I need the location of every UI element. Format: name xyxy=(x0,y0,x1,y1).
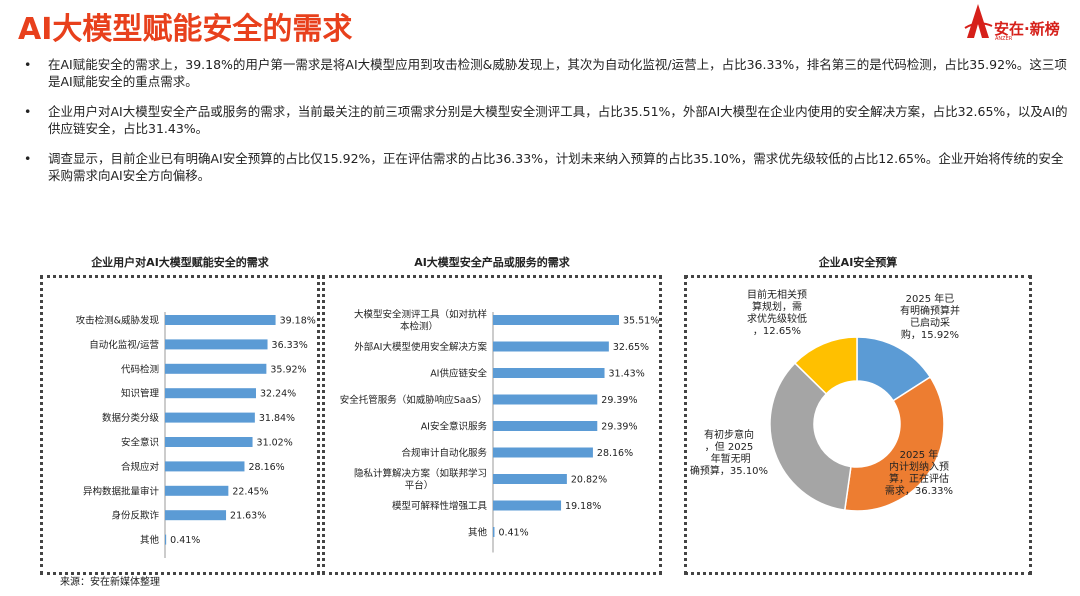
chart3-title: 企业AI安全预算 xyxy=(818,256,898,269)
data-label: 32.65% xyxy=(613,342,649,353)
category-label: 外部AI大模型使用安全解决方案 xyxy=(354,341,487,353)
chart2-svg: 大模型安全测评工具（如对抗样本检测） 35.51% 外部AI大模型使用安全解决方案 3… xyxy=(340,309,659,553)
bullet-item: • 企业用户对AI大模型安全产品或服务的需求，当前最关注的前三项需求分别是大模型… xyxy=(24,103,1070,137)
category-label: 自动化监视/运营 xyxy=(89,339,159,351)
data-label: 35.51% xyxy=(623,316,659,327)
bar xyxy=(165,388,256,399)
category-label: 其他 xyxy=(468,527,488,539)
bullet-text: 在AI赋能安全的需求上，39.18%的用户第一需求是将AI大模型应用到攻击检测&… xyxy=(48,57,1067,89)
bar xyxy=(165,437,253,447)
data-label: 36.33% xyxy=(272,340,308,351)
data-label: 0.41% xyxy=(498,528,528,539)
pie-slice xyxy=(843,375,945,512)
chart3-panel: 2025 年已有明确预算并已启动采购，15.92% 2025 年内计划纳入预算，正… xyxy=(684,275,1032,575)
bar xyxy=(493,341,609,352)
data-label: 31.02% xyxy=(257,438,293,449)
chart2-panel: 大模型安全测评工具（如对抗样本检测） 35.51% 外部AI大模型使用安全解决方案 3… xyxy=(322,275,662,575)
data-label: 19.18% xyxy=(565,501,601,512)
bar xyxy=(165,412,255,423)
data-label: 29.39% xyxy=(601,422,637,433)
source-note: 来源：安在新媒体整理 xyxy=(60,577,160,588)
data-label: 22.45% xyxy=(232,486,268,497)
data-label: 35.92% xyxy=(270,364,306,375)
category-label: 知识管理 xyxy=(121,388,160,400)
bar xyxy=(493,500,562,511)
slice-label: 2025 年已有明确预算并已启动采购，15.92% xyxy=(900,292,960,341)
slice-label: 目前无相关预算规划，需求优先级较低，12.65% xyxy=(747,288,807,337)
chart2-title: AI大模型安全产品或服务的需求 xyxy=(414,256,570,269)
category-label: 隐私计算解决方案（如联邦学习平台） xyxy=(354,468,487,492)
data-label: 0.41% xyxy=(170,535,200,546)
category-label: 安全托管服务（如威胁响应SaaS） xyxy=(340,394,487,406)
bar xyxy=(165,485,229,496)
bar xyxy=(493,474,567,484)
bar xyxy=(165,363,267,374)
category-label: 攻击检测&威胁发现 xyxy=(76,315,160,327)
category-label: 异构数据批量审计 xyxy=(83,485,160,497)
bullet-text: 企业用户对AI大模型安全产品或服务的需求，当前最关注的前三项需求分别是大模型安全… xyxy=(48,104,1068,136)
category-label: 合规审计自动化服务 xyxy=(401,447,487,459)
category-label: AI安全意识服务 xyxy=(421,421,488,433)
category-label: 其他 xyxy=(140,534,160,546)
bullet-item: • 调查显示，目前企业已有明确AI安全预算的占比仅15.92%，正在评估需求的占… xyxy=(24,150,1070,184)
data-label: 28.16% xyxy=(248,462,284,473)
data-label: 28.16% xyxy=(597,448,633,459)
pie-slice xyxy=(769,362,852,511)
data-label: 32.24% xyxy=(260,389,296,400)
bar xyxy=(165,315,276,325)
pie-slice xyxy=(793,336,858,395)
category-label: 合规应对 xyxy=(121,461,160,473)
category-label: 数据分类分级 xyxy=(102,412,160,424)
bar xyxy=(165,339,268,350)
category-label: AI供应链安全 xyxy=(430,368,487,380)
data-label: 29.39% xyxy=(601,395,637,406)
chart1-panel: 攻击检测&威胁发现 39.18% 自动化监视/运营 36.33% 代码检测 35.92% 知… xyxy=(40,275,320,575)
chart3-svg: 2025 年已有明确预算并已启动采购，15.92% 2025 年内计划纳入预算，正… xyxy=(690,288,960,512)
data-label: 20.82% xyxy=(571,475,607,486)
logo: 安在·新榜 ANZER xyxy=(962,2,1074,44)
bullet-marker: • xyxy=(24,104,32,119)
category-label: 代码检测 xyxy=(121,363,159,375)
bar xyxy=(493,447,593,458)
chart1-svg: 攻击检测&威胁发现 39.18% 自动化监视/运营 36.33% 代码检测 35.92% 知… xyxy=(76,312,316,558)
category-label: 安全意识 xyxy=(121,437,159,449)
bullet-marker: • xyxy=(24,57,32,72)
logo-sub: ANZER xyxy=(995,36,1013,42)
bar xyxy=(165,510,227,521)
category-label: 身份反欺诈 xyxy=(111,510,159,522)
bullet-list: • 在AI赋能安全的需求上，39.18%的用户第一需求是将AI大模型应用到攻击检… xyxy=(24,56,1070,197)
slice-label: 有初步意向，但 2025 年暂无明确预算，35.10% xyxy=(690,428,768,477)
bullet-item: • 在AI赋能安全的需求上，39.18%的用户第一需求是将AI大模型应用到攻击检… xyxy=(24,56,1070,90)
bar xyxy=(493,315,619,325)
bar xyxy=(493,368,605,378)
data-label: 39.18% xyxy=(280,316,316,327)
slice-label: 2025 年内计划纳入预算，正在评估需求，36.33% xyxy=(885,448,953,497)
bar xyxy=(165,461,245,472)
bullet-marker: • xyxy=(24,151,32,166)
bar xyxy=(165,534,167,545)
chart1-title: 企业用户对AI大模型赋能安全的需求 xyxy=(91,256,269,269)
logo-mark-icon xyxy=(964,4,993,38)
bar xyxy=(493,421,598,431)
bar xyxy=(493,394,598,405)
category-label: 模型可解释性增强工具 xyxy=(392,500,488,512)
data-label: 31.43% xyxy=(609,369,645,380)
bar xyxy=(493,527,495,537)
data-label: 31.84% xyxy=(259,413,295,424)
bullet-text: 调查显示，目前企业已有明确AI安全预算的占比仅15.92%，正在评估需求的占比3… xyxy=(48,151,1064,183)
logo-brand: 安在·新榜 xyxy=(994,20,1060,38)
page-title: AI大模型赋能安全的需求 xyxy=(18,12,353,47)
category-label: 大模型安全测评工具（如对抗样本检测） xyxy=(354,309,487,333)
data-label: 21.63% xyxy=(230,511,266,522)
